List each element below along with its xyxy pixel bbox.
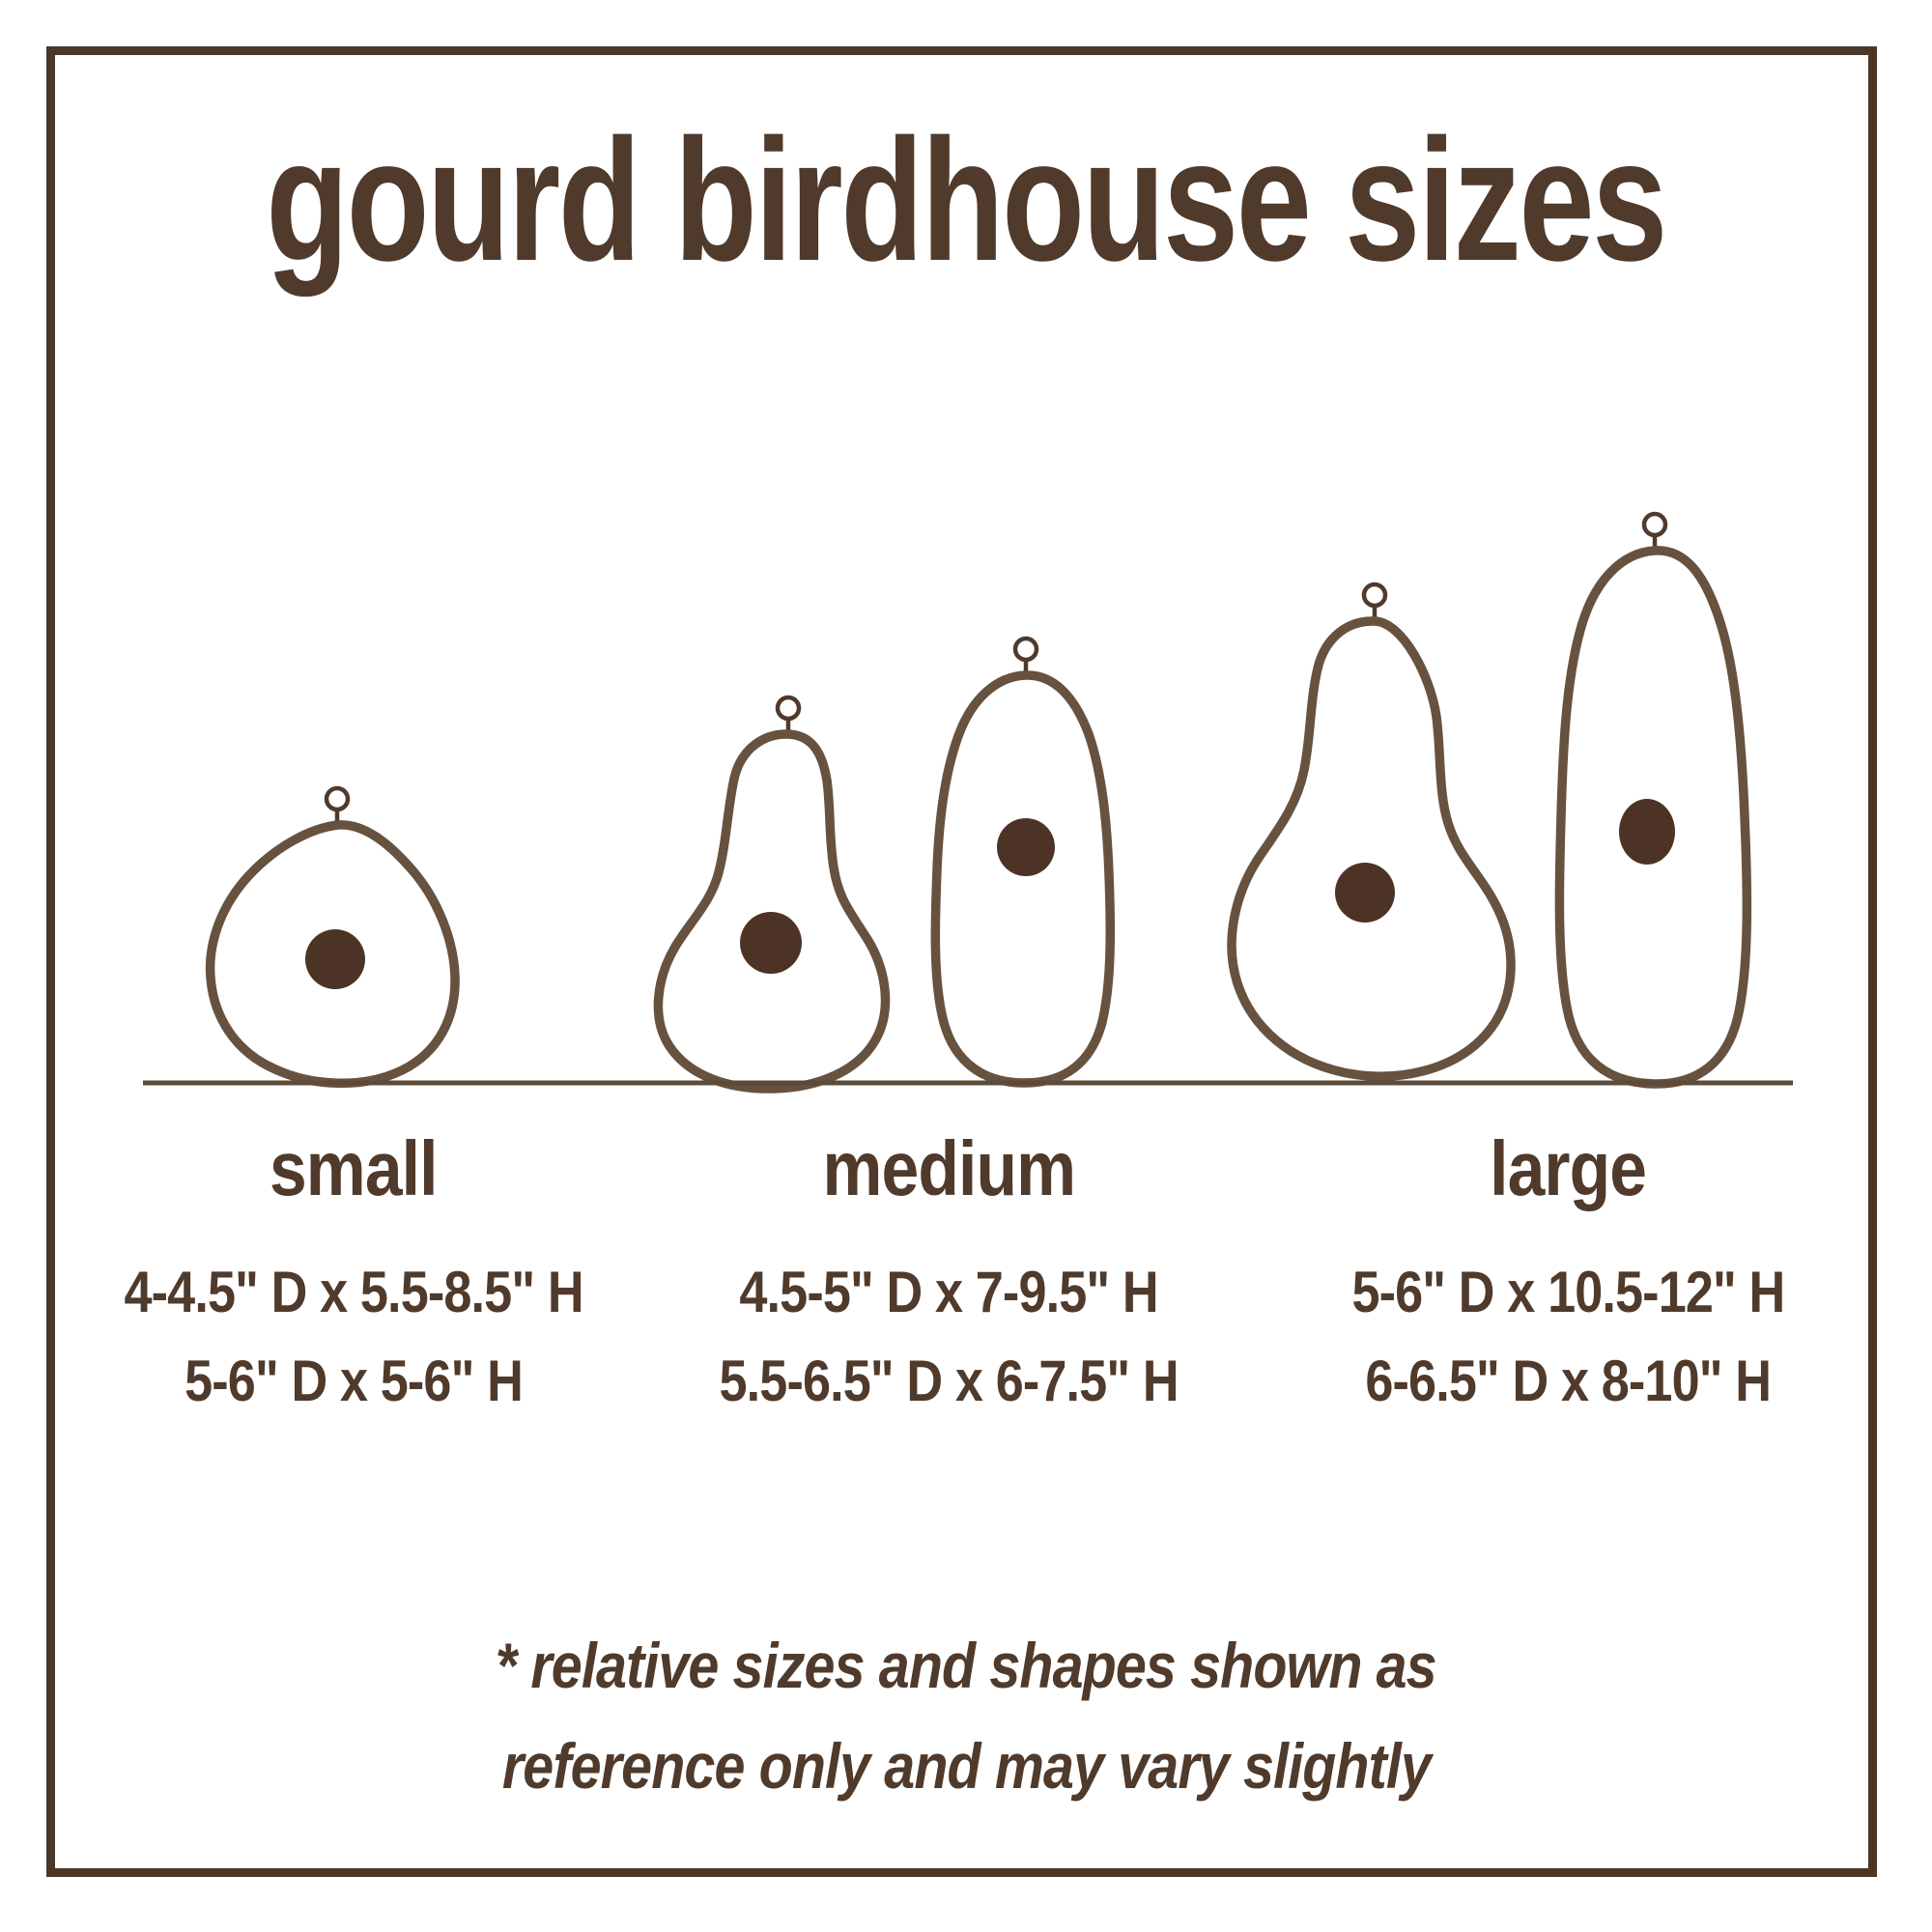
- hanger-loop-icon: [324, 785, 351, 812]
- gourd-small-round: [205, 785, 460, 1088]
- size-label: large: [1489, 1125, 1647, 1211]
- size-label: small: [270, 1125, 439, 1211]
- footnote: * relative sizes and shapes shown as ref…: [0, 1615, 1932, 1816]
- dimension-line: 4-4.5" D x 5.5-8.5" H: [124, 1260, 583, 1324]
- hanger-loop-icon: [1361, 582, 1388, 609]
- gourd-large-pear: [1227, 582, 1516, 1081]
- hanger-loop-icon: [1012, 636, 1039, 663]
- gourd-outline: [653, 729, 891, 1094]
- dimension-line: 4.5-5" D x 7-9.5" H: [739, 1260, 1158, 1324]
- entrance-hole: [305, 929, 365, 989]
- size-dimensions: 5-6" D x 10.5-12" H 6-6.5" D x 8-10" H: [1297, 1248, 1838, 1426]
- hanger-loop-icon: [1641, 511, 1668, 538]
- page-title: gourd birdhouse sizes: [0, 114, 1932, 288]
- size-column-small: small 4-4.5" D x 5.5-8.5" H 5-6" D x 5-6…: [83, 1130, 624, 1426]
- dimension-line: 5.5-6.5" D x 6-7.5" H: [719, 1349, 1179, 1413]
- dimension-line: 5-6" D x 10.5-12" H: [1351, 1260, 1785, 1324]
- entrance-hole: [1619, 799, 1675, 865]
- entrance-hole: [740, 912, 802, 974]
- size-dimensions: 4-4.5" D x 5.5-8.5" H 5-6" D x 5-6" H: [83, 1248, 624, 1426]
- dimension-line: 5-6" D x 5-6" H: [185, 1349, 524, 1413]
- size-column-medium: medium 4.5-5" D x 7-9.5" H 5.5-6.5" D x …: [678, 1130, 1219, 1426]
- gourd-large-elongated: [1554, 511, 1752, 1089]
- dimension-line: 6-6.5" D x 8-10" H: [1365, 1349, 1772, 1413]
- gourd-medium-pear: [653, 695, 891, 1094]
- entrance-hole: [1335, 863, 1395, 923]
- size-label: medium: [822, 1125, 1075, 1211]
- gourd-outline: [930, 670, 1116, 1088]
- page-title-text: gourd birdhouse sizes: [266, 103, 1668, 298]
- size-dimensions: 4.5-5" D x 7-9.5" H 5.5-6.5" D x 6-7.5" …: [678, 1248, 1219, 1426]
- footnote-line-2: reference only and may vary slightly: [501, 1730, 1431, 1802]
- frame-border: [46, 46, 1877, 1877]
- gourd-medium-elongated: [930, 636, 1116, 1088]
- hanger-loop-icon: [775, 695, 802, 722]
- footnote-line-1: * relative sizes and shapes shown as: [496, 1630, 1437, 1701]
- size-column-large: large 5-6" D x 10.5-12" H 6-6.5" D x 8-1…: [1297, 1130, 1838, 1426]
- entrance-hole: [997, 818, 1055, 876]
- gourd-outline: [1227, 616, 1516, 1081]
